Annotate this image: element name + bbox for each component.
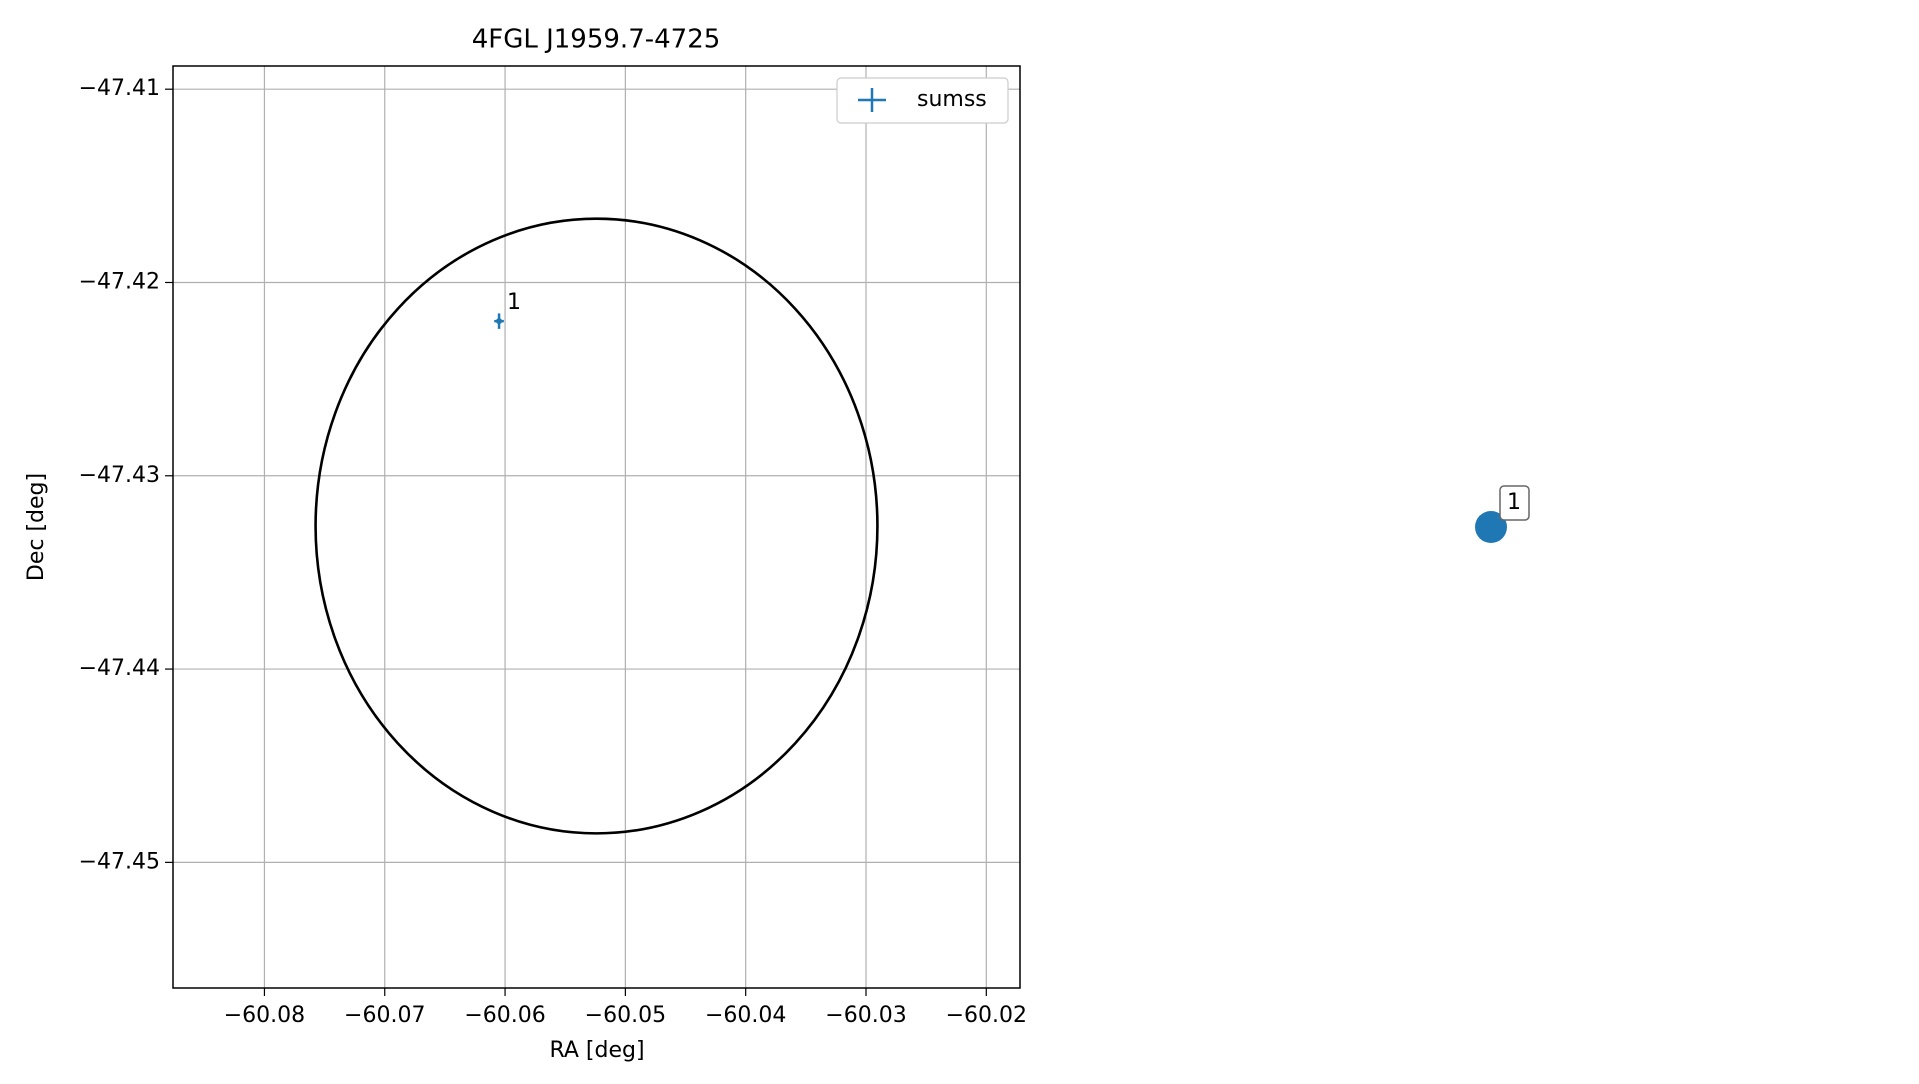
legend-box: [836, 77, 1009, 124]
y-tick-label: −47.45: [79, 849, 160, 874]
y-tick-label: −47.44: [79, 656, 160, 681]
x-tick-label: −60.06: [464, 1003, 545, 1028]
x-tick-label: −60.05: [585, 1003, 666, 1028]
legend-label: sumss: [917, 87, 987, 112]
x-tick-label: −60.07: [344, 1003, 425, 1028]
map-label-box: [1499, 485, 1530, 521]
plot-frame: [172, 65, 1021, 989]
x-tick-label: −60.04: [705, 1003, 786, 1028]
map-marker-label: 1: [1507, 490, 1521, 515]
map-marker: [1475, 511, 1507, 543]
y-axis-label: Dec [deg]: [24, 473, 49, 581]
x-tick-label: −60.03: [825, 1003, 906, 1028]
localization-ellipse: [314, 217, 879, 835]
y-tick-label: −47.42: [79, 269, 160, 294]
y-tick-label: −47.41: [79, 76, 160, 101]
point: [496, 318, 503, 325]
point-label: 1: [507, 290, 521, 315]
y-tick-label: −47.43: [79, 463, 160, 488]
x-axis-label: RA [deg]: [549, 1038, 644, 1063]
x-tick-label: −60.08: [224, 1003, 305, 1028]
chart-title: 4FGL J1959.7-4725: [472, 25, 721, 55]
x-tick-label: −60.02: [946, 1003, 1027, 1028]
